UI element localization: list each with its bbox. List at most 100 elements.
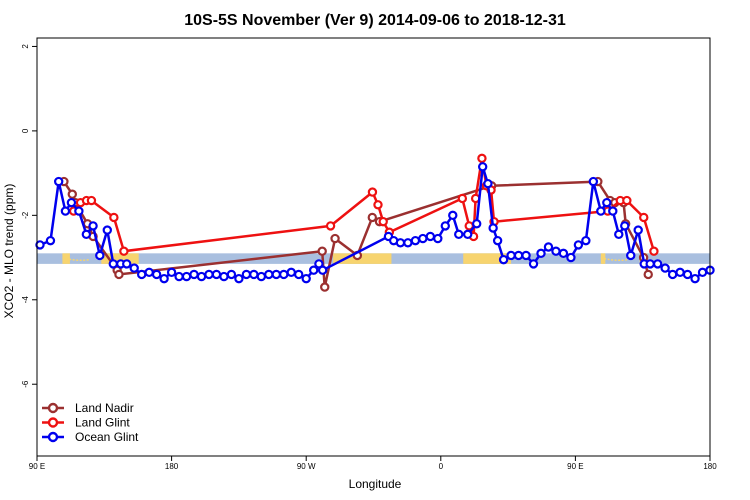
data-point-land-glint	[457, 193, 468, 204]
data-point-ocean-glint	[506, 250, 516, 261]
data-point-ocean-glint	[151, 269, 162, 280]
data-point-ocean-glint	[159, 273, 169, 284]
x-tick-label: 180	[703, 462, 717, 471]
data-point-ocean-glint	[136, 269, 147, 280]
data-point-ocean-glint	[633, 225, 643, 235]
y-tick-label: -6	[21, 380, 30, 388]
data-point-land-glint	[373, 200, 383, 210]
data-point-ocean-glint	[588, 176, 599, 187]
y-tick-label: 0	[21, 128, 30, 133]
data-point-ocean-glint	[66, 197, 77, 208]
data-point-ocean-glint	[498, 254, 509, 265]
legend-label: Ocean Glint	[75, 430, 139, 444]
x-tick-label: 90 E	[29, 462, 45, 471]
legend-swatch-marker	[47, 431, 59, 443]
data-point-land-nadir	[320, 282, 330, 292]
data-point-ocean-glint	[690, 273, 700, 284]
data-point-land-glint	[649, 246, 659, 256]
data-point-land-nadir	[67, 189, 77, 199]
data-point-land-nadir	[643, 269, 653, 280]
legend-label: Land Glint	[75, 416, 130, 430]
x-tick-label: 90 W	[297, 462, 316, 471]
data-point-ocean-glint	[301, 273, 311, 284]
data-point-ocean-glint	[395, 238, 406, 248]
y-axis: 2 0 -2 -4 -6	[21, 44, 37, 388]
data-point-ocean-glint	[602, 197, 612, 208]
data-point-ocean-glint	[122, 259, 132, 269]
data-point-land-glint	[367, 187, 378, 197]
data-point-ocean-glint	[682, 269, 693, 280]
data-point-ocean-glint	[543, 242, 554, 252]
data-point-ocean-glint	[241, 269, 252, 280]
legend-swatch-marker	[47, 402, 59, 414]
data-point-ocean-glint	[88, 221, 98, 231]
data-point-ocean-glint	[410, 235, 421, 246]
band-land-segment	[463, 253, 512, 264]
band-coast-speck	[600, 256, 628, 262]
data-point-ocean-glint	[614, 229, 624, 240]
band-land-segment	[101, 253, 139, 264]
data-point-ocean-glint	[45, 235, 56, 246]
y-tick-label: 2	[21, 44, 30, 49]
data-point-ocean-glint	[108, 259, 118, 269]
data-point-land-glint	[325, 221, 336, 231]
data-point-ocean-glint	[403, 238, 413, 248]
mlo-band	[37, 253, 710, 264]
data-point-ocean-glint	[454, 229, 464, 240]
data-point-ocean-glint	[249, 269, 259, 280]
data-point-ocean-glint	[477, 162, 488, 172]
data-point-ocean-glint	[271, 269, 281, 280]
y-axis-label: XCO2 - MLO trend (ppm)	[2, 184, 16, 319]
legend-swatch-marker	[47, 417, 59, 428]
data-point-ocean-glint	[675, 267, 685, 278]
legend-label: Land Nadir	[75, 401, 134, 415]
data-point-ocean-glint	[697, 267, 708, 278]
data-point-ocean-glint	[492, 235, 503, 246]
data-point-land-glint	[119, 246, 129, 256]
data-point-ocean-glint	[129, 263, 139, 273]
data-point-ocean-glint	[35, 240, 45, 250]
band-land-segment	[600, 253, 606, 264]
data-point-ocean-glint	[521, 250, 531, 261]
data-point-ocean-glint	[626, 250, 636, 261]
data-point-ocean-glint	[74, 206, 84, 216]
data-point-ocean-glint	[645, 259, 655, 269]
legend-item-ocean-glint: Ocean Glint	[42, 430, 139, 444]
data-point-ocean-glint	[234, 273, 244, 284]
chart-title: 10S-5S November (Ver 9) 2014-09-06 to 20…	[184, 12, 566, 29]
data-point-ocean-glint	[536, 248, 546, 259]
data-point-ocean-glint	[596, 206, 606, 216]
data-point-ocean-glint	[204, 269, 214, 280]
data-point-ocean-glint	[463, 229, 473, 240]
series-layer	[35, 153, 715, 292]
data-point-ocean-glint	[620, 221, 630, 231]
data-point-ocean-glint	[566, 252, 576, 263]
band-coast-speck	[62, 256, 90, 262]
data-point-ocean-glint	[166, 267, 177, 278]
data-point-ocean-glint	[211, 269, 222, 280]
data-point-ocean-glint	[189, 269, 199, 280]
data-point-ocean-glint	[95, 250, 105, 261]
x-axis: 90 E 180 90 W 0 90 E 180	[29, 456, 717, 471]
data-point-ocean-glint	[652, 259, 663, 269]
data-point-ocean-glint	[558, 248, 569, 259]
data-point-ocean-glint	[256, 271, 267, 282]
y-tick-label: -2	[21, 211, 30, 219]
data-point-land-glint	[109, 212, 119, 223]
data-point-ocean-glint	[219, 271, 229, 282]
data-point-land-nadir	[330, 233, 340, 244]
data-point-ocean-glint	[144, 267, 154, 278]
data-point-ocean-glint	[581, 235, 591, 246]
plot-frame	[36, 37, 711, 457]
data-point-land-glint	[378, 216, 388, 227]
data-point-land-glint	[622, 195, 632, 206]
data-point-land-nadir	[114, 269, 124, 280]
x-tick-label: 180	[165, 462, 179, 471]
data-point-ocean-glint	[608, 206, 618, 216]
data-point-ocean-glint	[279, 269, 289, 280]
legend-item-land-glint: Land Glint	[42, 416, 130, 430]
data-point-ocean-glint	[573, 240, 584, 250]
data-point-ocean-glint	[425, 231, 436, 242]
